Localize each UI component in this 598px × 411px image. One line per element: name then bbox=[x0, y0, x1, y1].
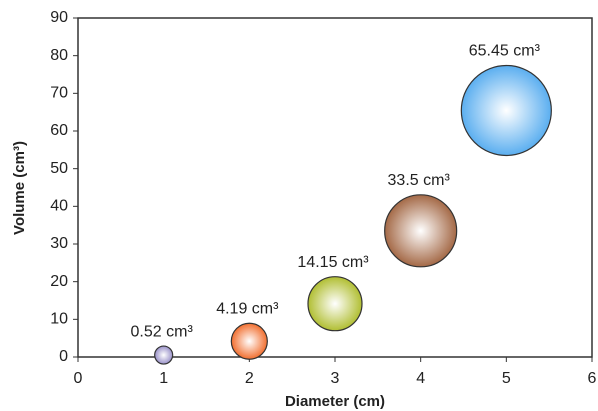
y-tick-label: 30 bbox=[50, 235, 68, 252]
x-axis-title: Diameter (cm) bbox=[285, 393, 385, 410]
y-tick-label: 20 bbox=[50, 273, 68, 290]
x-tick-label: 4 bbox=[416, 370, 425, 387]
bubble bbox=[461, 65, 551, 155]
data-label: 14.15 cm³ bbox=[297, 254, 369, 271]
y-tick-label: 40 bbox=[50, 198, 68, 215]
y-tick-label: 50 bbox=[50, 160, 68, 177]
data-label: 33.5 cm³ bbox=[388, 172, 451, 189]
y-tick-label: 90 bbox=[50, 9, 68, 26]
y-tick-label: 60 bbox=[50, 122, 68, 139]
y-tick-label: 80 bbox=[50, 47, 68, 64]
x-tick-label: 3 bbox=[331, 370, 340, 387]
bubble bbox=[385, 195, 457, 267]
data-label: 0.52 cm³ bbox=[131, 323, 194, 340]
data-label: 65.45 cm³ bbox=[469, 43, 541, 60]
y-axis-title: Volume (cm³) bbox=[11, 141, 28, 235]
bubble bbox=[155, 346, 173, 364]
y-tick-label: 0 bbox=[59, 348, 68, 365]
x-tick-label: 0 bbox=[74, 370, 83, 387]
y-tick-label: 10 bbox=[50, 311, 68, 328]
bubble bbox=[231, 323, 267, 359]
chart: Diameter (cm) Volume (cm³) 0123456010203… bbox=[0, 0, 598, 411]
x-tick-label: 5 bbox=[502, 370, 511, 387]
x-tick-label: 6 bbox=[588, 370, 597, 387]
page: Diameter (cm) Volume (cm³) 0123456010203… bbox=[0, 0, 598, 411]
x-tick-label: 1 bbox=[159, 370, 168, 387]
x-tick-label: 2 bbox=[245, 370, 254, 387]
bubble bbox=[308, 277, 362, 331]
data-label: 4.19 cm³ bbox=[216, 300, 279, 317]
y-tick-label: 70 bbox=[50, 85, 68, 102]
